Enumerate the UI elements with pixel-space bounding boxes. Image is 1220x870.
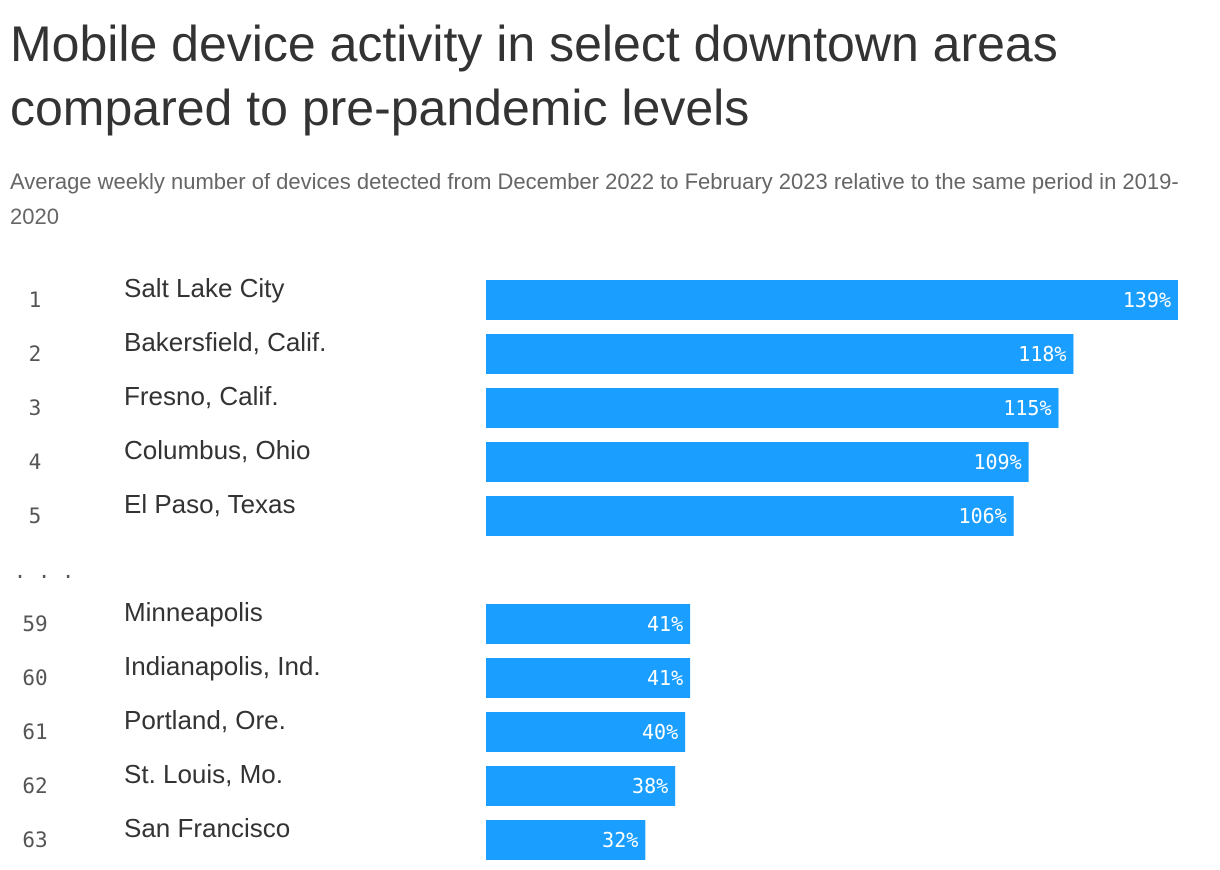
- category-label: Fresno, Calif.: [124, 381, 279, 411]
- category-label: St. Louis, Mo.: [124, 759, 283, 789]
- rank-label: 2: [29, 342, 42, 366]
- rank-label: 59: [22, 612, 47, 636]
- category-label: Bakersfield, Calif.: [124, 327, 326, 357]
- gap-marker: . . .: [14, 559, 74, 583]
- category-label: Salt Lake City: [124, 273, 284, 303]
- value-label: 115%: [1003, 396, 1051, 420]
- value-label: 106%: [959, 504, 1007, 528]
- bar: [486, 658, 691, 698]
- bar: [486, 388, 1059, 428]
- rank-label: 3: [29, 396, 42, 420]
- value-label: 38%: [632, 774, 668, 798]
- bar: [486, 712, 686, 752]
- category-label: Indianapolis, Ind.: [124, 651, 321, 681]
- rank-label: 63: [22, 828, 47, 852]
- bar: [486, 820, 646, 860]
- value-label: 41%: [647, 666, 683, 690]
- bar: [486, 766, 676, 806]
- bar: [486, 280, 1178, 320]
- rank-label: 62: [22, 774, 47, 798]
- chart-subtitle: Average weekly number of devices detecte…: [10, 169, 1179, 229]
- value-label: 109%: [973, 450, 1021, 474]
- category-label: San Francisco: [124, 813, 290, 843]
- category-label: Portland, Ore.: [124, 705, 286, 735]
- rank-label: 5: [29, 504, 42, 528]
- value-label: 40%: [642, 720, 678, 744]
- rank-label: 60: [22, 666, 47, 690]
- bar: [486, 496, 1014, 536]
- rank-label: 61: [22, 720, 47, 744]
- bar: [486, 442, 1029, 482]
- value-label: 41%: [647, 612, 683, 636]
- category-label: El Paso, Texas: [124, 489, 296, 519]
- bar: [486, 604, 691, 644]
- chart-title: Mobile device activity in select downtow…: [10, 16, 1058, 136]
- category-label: Minneapolis: [124, 597, 263, 627]
- value-label: 139%: [1123, 288, 1171, 312]
- rank-label: 4: [29, 450, 42, 474]
- value-label: 32%: [602, 828, 638, 852]
- value-label: 118%: [1018, 342, 1066, 366]
- category-label: Columbus, Ohio: [124, 435, 310, 465]
- bar: [486, 334, 1074, 374]
- rank-label: 1: [29, 288, 42, 312]
